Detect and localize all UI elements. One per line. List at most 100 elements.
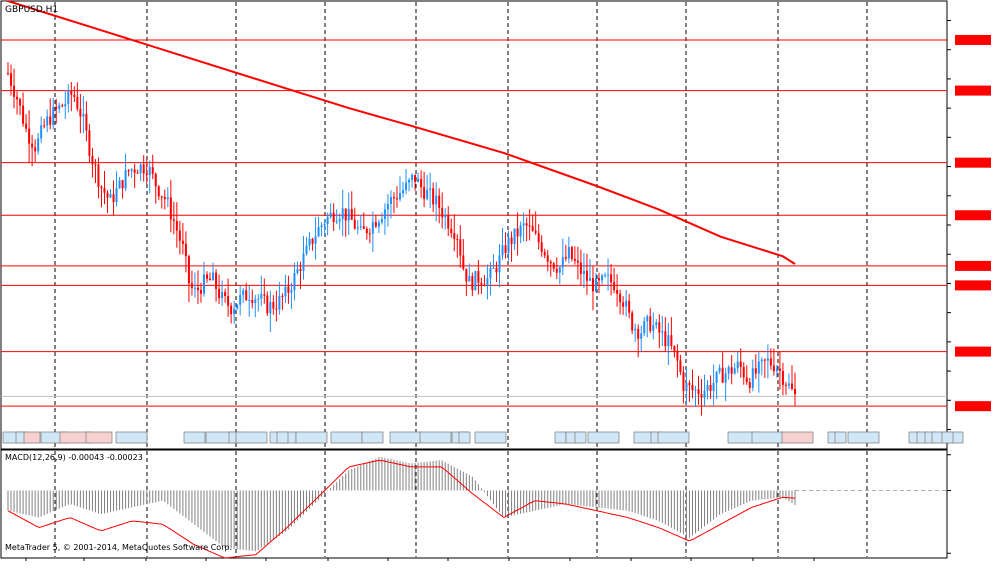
candle-body (329, 212, 332, 217)
candle-body (254, 299, 257, 304)
event-label-box (751, 431, 784, 444)
candle-body (664, 331, 667, 347)
candle-body (70, 90, 73, 95)
candle-body (224, 292, 227, 297)
candle-body (459, 239, 462, 256)
candle-body (76, 96, 79, 109)
candle-body (733, 368, 736, 374)
candle-body (323, 223, 326, 226)
candle-body (299, 269, 302, 271)
candle-body (380, 218, 383, 223)
candle-body (157, 186, 160, 197)
candle-body (82, 113, 85, 117)
event-label-box (554, 431, 567, 444)
candle-body (278, 295, 281, 310)
candle-body (667, 335, 670, 347)
candle-body (462, 255, 465, 269)
candle-body (450, 228, 453, 234)
candle-body (673, 345, 676, 351)
candle-body (196, 287, 199, 290)
candle-body (163, 196, 166, 199)
candle-body (688, 382, 691, 386)
candle-body (142, 164, 145, 174)
candle-body (215, 272, 218, 289)
candle-body (700, 394, 703, 398)
candle-body (139, 164, 142, 174)
candle-body (498, 255, 501, 273)
candle-body (58, 105, 61, 109)
event-label-box (295, 431, 328, 444)
candle-body (61, 105, 64, 107)
candle-body (772, 365, 775, 372)
candle-body (525, 223, 528, 226)
candle-body (91, 155, 94, 165)
candle-body (402, 190, 405, 194)
candle-body (601, 275, 604, 281)
candle-body (573, 258, 576, 261)
candle-body (594, 278, 597, 292)
candle-body (392, 197, 395, 199)
candle-body (640, 333, 643, 339)
macd-signal-polyline (7, 459, 796, 559)
candle-body (763, 359, 766, 361)
candle-body (269, 302, 272, 314)
candle-body (570, 247, 573, 259)
candle-body (181, 240, 184, 244)
candle-body (248, 299, 251, 301)
candle-body (19, 99, 22, 106)
candle-body (531, 225, 534, 231)
candle-body (420, 178, 423, 188)
candle-body (154, 173, 157, 187)
candle-body (727, 367, 730, 374)
candle-body (290, 290, 293, 293)
candle-body (613, 282, 616, 291)
candle-body (377, 222, 380, 227)
candle-body (230, 305, 233, 315)
candle-body (341, 208, 344, 220)
candle-body (368, 233, 371, 235)
candle-body (245, 290, 248, 301)
event-label-box (458, 431, 471, 444)
macd-signal-line (7, 459, 796, 559)
candle-body (263, 294, 266, 296)
candle-body (745, 377, 748, 383)
candle-body (477, 271, 480, 283)
candle-body (287, 286, 290, 293)
candle-body (121, 180, 124, 189)
candle-body (736, 361, 739, 369)
candle-body (344, 208, 347, 221)
candle-body (769, 358, 772, 366)
candle-body (637, 328, 640, 339)
event-label-box (657, 431, 690, 444)
event-label-box (419, 431, 452, 444)
candle-body (31, 143, 34, 148)
candle-body (199, 289, 202, 294)
candles (7, 62, 796, 416)
price-axis[interactable] (947, 19, 991, 431)
candle-body (552, 263, 555, 269)
candle-body (610, 274, 613, 283)
macd-pane[interactable]: MACD(12,26,9) -0.00043 -0.00023 MetaTrad… (0, 449, 948, 559)
candle-body (49, 116, 52, 125)
moving-average-line (2, 1, 796, 265)
candle-body (670, 335, 673, 346)
candle-body (73, 94, 76, 97)
candle-body (417, 178, 420, 182)
candle-body (46, 116, 49, 126)
macd-axis[interactable] (947, 454, 951, 554)
candle-body (703, 390, 706, 398)
price-pane[interactable]: GBPUSD,H1 (0, 0, 964, 450)
candle-body (588, 278, 591, 281)
candle-body (441, 207, 444, 218)
candle-body (335, 221, 338, 223)
candle-body (94, 164, 97, 166)
candle-body (540, 242, 543, 252)
candle-body (242, 290, 245, 295)
candle-body (151, 167, 154, 174)
candle-body (106, 192, 109, 198)
candle-body (221, 292, 224, 299)
candle-body (604, 275, 607, 277)
candle-body (697, 389, 700, 395)
time-axis[interactable] (25, 558, 815, 561)
